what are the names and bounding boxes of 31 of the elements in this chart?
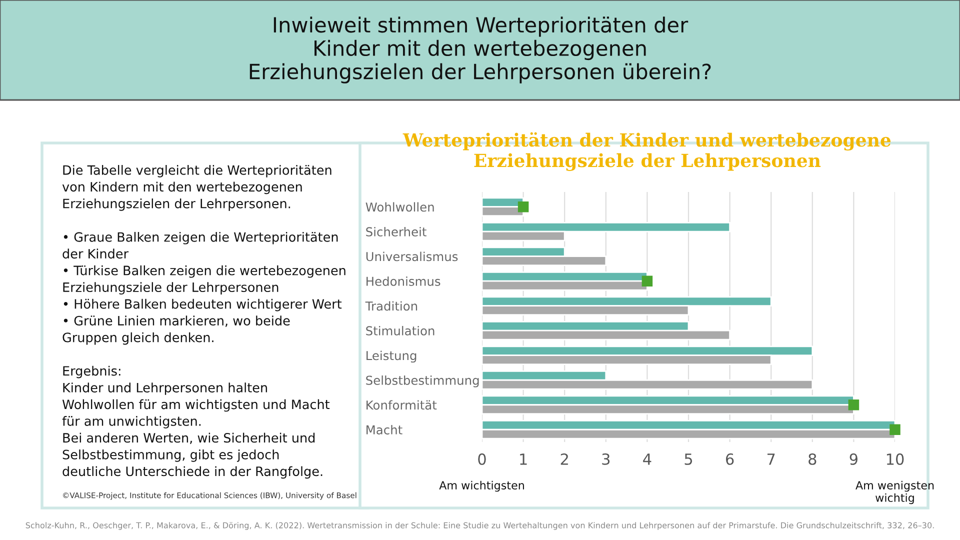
x-tick-label: 2 (560, 453, 568, 465)
text: Am wenigsten wichtig (856, 480, 934, 504)
x-tick-label: 4 (643, 454, 652, 465)
y-tick-label: Leistung (366, 350, 416, 363)
point (848, 399, 860, 410)
point (642, 276, 653, 286)
y-tick-label: Universalismus (366, 252, 458, 262)
y-tick-label: Selbstbestimmung (366, 375, 479, 388)
x-tick-label: 10 (886, 453, 904, 465)
text: Am wichtigsten (439, 480, 524, 492)
y-tick-label: Hedonismus (366, 276, 440, 286)
chart-title: Werteprioritäten der Kinder und wertebezogene Erziehungsziele der Lehrpersonen (402, 132, 891, 172)
x-tick-label: 9 (850, 453, 858, 465)
y-tick-label: Konformität (366, 400, 437, 410)
x-tick-label: 7 (767, 454, 775, 465)
y-tick-label: Macht (366, 424, 402, 434)
x-tick-label: 8 (808, 453, 816, 465)
point (518, 201, 529, 212)
text: Die Tabelle vergleicht die Werteprioritäten von Kindern mit den wertebezogenen Erziehungszielen der Lehrpersonen. • Graue Balken zeigen die Werteprioritäten der Kinder • Türkise Balken zeigen die wertebezogenen Erziehungsziele der Lehrpersonen • Höhere Balken bedeuten wichtigerer Wert • Grüne Linien markieren, wo beide Gruppen gleich denken. Ergebnis: Kinder und Lehrpersonen halten Wohlwollen für am wichtigsten und Macht für am unwichtigsten. Bei anderen Werten, wie Sicherheit und Selbstbestimmung, gibt es jedoch deutliche Unterschiede in der Rangfolge. (62, 165, 346, 479)
y-tick-label: Wohlwollen (366, 202, 434, 212)
x-tick-label: 5 (684, 454, 692, 465)
point (890, 424, 900, 436)
y-tick-label: Stimulation (366, 326, 434, 336)
x-tick-label: 3 (602, 453, 610, 465)
y-tick-label: Tradition (365, 301, 418, 311)
text: Scholz-Kuhn, R., Oeschger, T. P., Makarova, E., & Döring, A. K. (2022). Wertetransmission in der Schule: Eine Studie zu Wertehaltungen von Kindern und Lehrpersonen auf der Primarstufe. Die Grundschulzeitschrift, 332, 26–30. (26, 522, 934, 530)
y-tick-label: Sicherheit (366, 226, 426, 236)
x-tick-label: 6 (726, 453, 734, 465)
text: Inwieweit stimmen Werteprioritäten der Kinder mit den wertebezogenen Erziehungszielen der Lehrpersonen überein? (250, 16, 711, 84)
x-tick-label: 1 (520, 454, 527, 465)
x-tick-label: 0 (478, 453, 486, 465)
